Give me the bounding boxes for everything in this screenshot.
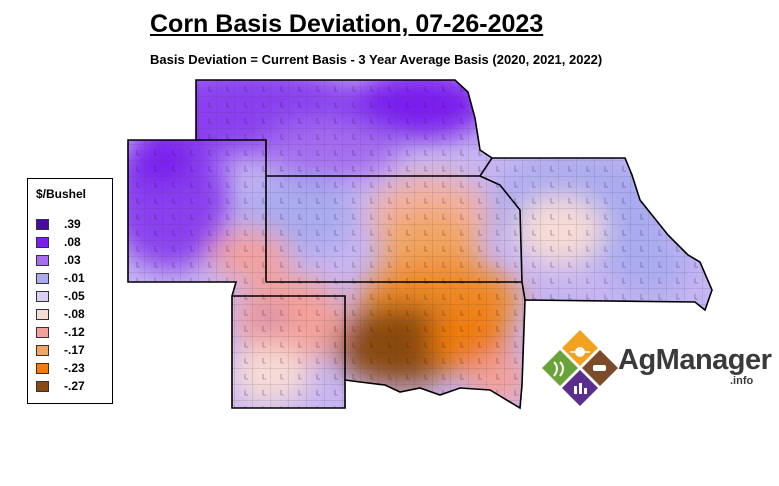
legend-title: $/Bushel [36, 187, 87, 201]
legend-label: -.08 [64, 307, 85, 321]
legend-item: -.01 [36, 271, 112, 288]
legend-item: .03 [36, 253, 112, 270]
legend-label: -.17 [64, 343, 85, 357]
logo-wordmark: AgManager [618, 344, 772, 376]
legend-label: .08 [64, 235, 81, 249]
legend-swatch [36, 237, 49, 248]
legend-swatch [36, 381, 49, 392]
legend-item: -.05 [36, 289, 112, 306]
map-subtitle: Basis Deviation = Current Basis - 3 Year… [150, 52, 603, 67]
legend: $/Bushel .39 .08 .03 -.01 -.05 -.08 -.12… [27, 178, 113, 404]
agmanager-logo: AgManager .info [540, 328, 772, 408]
legend-label: -.27 [64, 379, 85, 393]
legend-label: -.05 [64, 289, 85, 303]
legend-label: -.01 [64, 271, 85, 285]
legend-swatch [36, 255, 49, 266]
legend-swatch [36, 309, 49, 320]
legend-label: -.12 [64, 325, 85, 339]
legend-item: -.12 [36, 325, 112, 342]
legend-item: -.17 [36, 343, 112, 360]
state-borders [127, 79, 713, 410]
legend-label: -.23 [64, 361, 85, 375]
legend-item: -.23 [36, 361, 112, 378]
legend-label: .03 [64, 253, 81, 267]
legend-swatch [36, 291, 49, 302]
legend-item: .08 [36, 235, 112, 252]
legend-item: -.27 [36, 379, 112, 396]
legend-item: .39 [36, 217, 112, 234]
legend-swatch [36, 273, 49, 284]
legend-swatch [36, 345, 49, 356]
legend-swatch [36, 327, 49, 338]
logo-diamond-icon [542, 330, 618, 406]
map-title: Corn Basis Deviation, 07-26-2023 [150, 10, 544, 38]
legend-label: .39 [64, 217, 81, 231]
legend-item: -.08 [36, 307, 112, 324]
legend-swatch [36, 363, 49, 374]
legend-swatch [36, 219, 49, 230]
logo-suffix: .info [730, 375, 754, 387]
